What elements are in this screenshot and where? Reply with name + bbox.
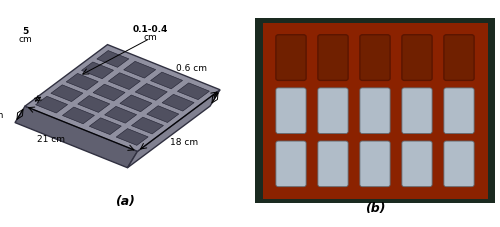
Polygon shape: [150, 73, 182, 89]
Polygon shape: [82, 63, 114, 79]
FancyBboxPatch shape: [402, 141, 432, 187]
Polygon shape: [66, 74, 98, 91]
Text: (b): (b): [365, 201, 385, 214]
Text: 21 cm: 21 cm: [38, 135, 65, 144]
Polygon shape: [120, 96, 152, 112]
Polygon shape: [93, 85, 125, 101]
Polygon shape: [62, 108, 94, 124]
Polygon shape: [104, 107, 136, 124]
Text: 1 cm: 1 cm: [0, 110, 4, 119]
Polygon shape: [51, 85, 83, 102]
Polygon shape: [78, 96, 110, 113]
Polygon shape: [162, 95, 194, 112]
Polygon shape: [15, 107, 138, 168]
FancyBboxPatch shape: [444, 89, 474, 134]
Polygon shape: [36, 97, 68, 114]
FancyBboxPatch shape: [360, 89, 390, 134]
FancyBboxPatch shape: [360, 141, 390, 187]
Text: (a): (a): [115, 194, 135, 207]
FancyBboxPatch shape: [444, 141, 474, 187]
Text: 5: 5: [22, 27, 28, 36]
Polygon shape: [124, 62, 156, 79]
Polygon shape: [90, 118, 122, 135]
Polygon shape: [135, 84, 167, 101]
Polygon shape: [147, 106, 179, 123]
FancyBboxPatch shape: [276, 141, 306, 187]
Text: 0.1-0.4: 0.1-0.4: [132, 25, 168, 34]
FancyBboxPatch shape: [318, 36, 348, 81]
FancyBboxPatch shape: [318, 141, 348, 187]
FancyBboxPatch shape: [402, 89, 432, 134]
Polygon shape: [25, 45, 220, 152]
Text: cm: cm: [18, 35, 32, 44]
Polygon shape: [108, 73, 140, 90]
FancyBboxPatch shape: [276, 36, 306, 81]
Bar: [255, 19, 495, 203]
Polygon shape: [116, 129, 148, 146]
Polygon shape: [178, 84, 210, 100]
FancyBboxPatch shape: [276, 89, 306, 134]
Polygon shape: [97, 51, 129, 68]
Text: 18 cm: 18 cm: [170, 137, 198, 146]
FancyBboxPatch shape: [402, 36, 432, 81]
FancyBboxPatch shape: [318, 89, 348, 134]
Text: 0.6 cm: 0.6 cm: [176, 63, 208, 72]
Polygon shape: [132, 118, 164, 134]
Polygon shape: [128, 90, 220, 168]
FancyBboxPatch shape: [444, 36, 474, 81]
Bar: [262, 24, 488, 199]
Text: cm: cm: [143, 33, 157, 42]
FancyBboxPatch shape: [360, 36, 390, 81]
